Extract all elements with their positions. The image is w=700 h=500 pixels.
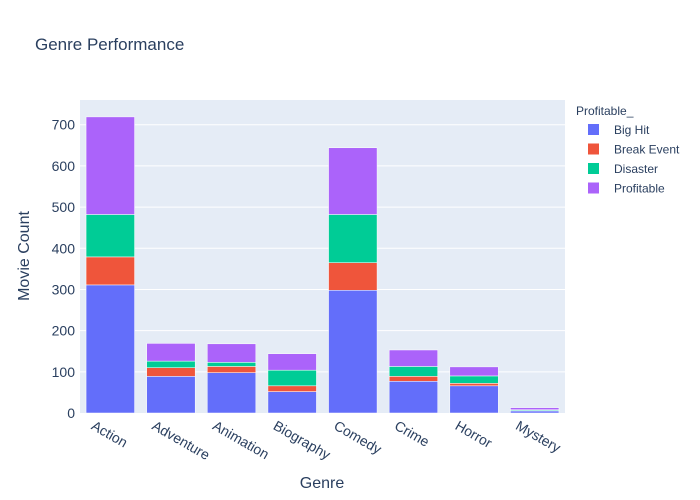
bar-biography-profitable: [267, 353, 317, 371]
legend-swatch: [588, 143, 599, 155]
legend-label: Disaster: [614, 162, 658, 176]
y-axis-title: Movie Count: [16, 211, 33, 301]
legend-label: Profitable: [614, 182, 665, 196]
bar-horror-big-hit: [449, 385, 499, 414]
bar-crime-disaster: [388, 366, 438, 377]
y-tick-label: 700: [52, 117, 76, 133]
bar-comedy-break-event: [328, 262, 378, 291]
x-tick-label: Mystery: [513, 417, 563, 455]
x-tick-label: Biography: [271, 417, 334, 462]
bar-comedy-profitable: [328, 147, 378, 215]
bar-adventure-profitable: [146, 343, 196, 362]
bar-action-break-event: [85, 256, 135, 286]
y-tick-label: 500: [52, 199, 76, 215]
x-tick-label: Adventure: [149, 417, 212, 463]
y-tick-label: 600: [52, 158, 76, 174]
bar-crime-big-hit: [388, 381, 438, 414]
bar-comedy-big-hit: [328, 290, 378, 414]
bar-action-profitable: [85, 116, 135, 215]
y-tick-label: 0: [67, 405, 75, 421]
x-tick-label: Comedy: [331, 417, 384, 457]
bar-biography-disaster: [267, 369, 317, 387]
x-tick-label: Crime: [392, 417, 433, 450]
legend-swatch: [588, 124, 599, 135]
y-tick-label: 200: [52, 323, 76, 339]
legend-title: Profitable_: [576, 104, 634, 118]
bar-horror-profitable: [449, 366, 499, 377]
legend-swatch: [588, 182, 599, 194]
y-tick-label: 400: [52, 240, 76, 256]
bar-horror-disaster: [449, 375, 499, 384]
bar-action-big-hit: [85, 284, 135, 414]
bar-animation-disaster: [207, 362, 257, 367]
bar-comedy-disaster: [328, 214, 378, 263]
bar-adventure-disaster: [146, 360, 196, 368]
legend-label: Big Hit: [614, 123, 650, 137]
x-axis-title: Genre: [300, 475, 345, 492]
x-tick-label: Action: [89, 417, 131, 450]
bar-animation-profitable: [207, 343, 257, 363]
legend: Profitable_ Big Hit Break Event Disaster Pr…: [576, 104, 680, 196]
bar-biography-big-hit: [267, 391, 317, 414]
legend-swatch: [588, 163, 599, 174]
bar-biography-break-event: [267, 385, 317, 392]
bar-adventure-big-hit: [146, 376, 196, 414]
x-tick-label: Horror: [453, 417, 496, 451]
y-tick-label: 300: [52, 281, 76, 297]
bar-mystery-big-hit: [510, 410, 560, 414]
y-tick-label: 100: [52, 364, 76, 380]
bar-animation-break-event: [207, 366, 257, 373]
bar-crime-profitable: [388, 349, 438, 367]
bar-action-disaster: [85, 214, 135, 258]
legend-label: Break Event: [614, 143, 680, 157]
x-tick-label: Animation: [210, 417, 272, 462]
bar-horror-break-event: [449, 383, 499, 387]
bar-animation-big-hit: [207, 372, 257, 414]
bar-mystery-profitable: [510, 407, 560, 410]
y-axis-ticks: 0 100 200 300 400 500 600 700: [52, 117, 76, 421]
bar-adventure-break-event: [146, 367, 196, 377]
bar-crime-break-event: [388, 376, 438, 382]
chart-title: Genre Performance: [35, 35, 184, 54]
bars: [85, 116, 560, 414]
